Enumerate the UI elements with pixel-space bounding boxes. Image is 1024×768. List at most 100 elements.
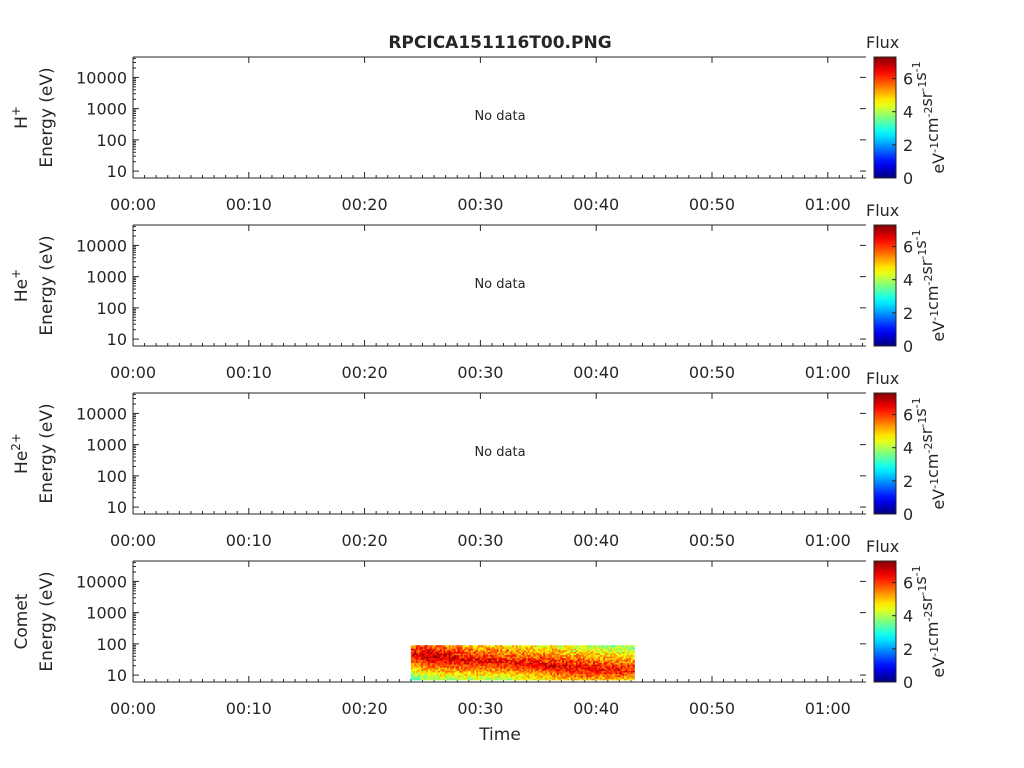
spectrogram-cell bbox=[471, 670, 474, 673]
spectrogram-cell bbox=[548, 657, 551, 660]
spectrogram-cell bbox=[422, 657, 426, 660]
spectrogram-cell bbox=[546, 678, 549, 681]
spectrogram-cell bbox=[438, 661, 441, 663]
spectrogram-cell bbox=[419, 648, 422, 651]
spectrogram-cell bbox=[572, 678, 575, 681]
spectrogram-cell bbox=[618, 656, 622, 659]
spectrogram-cell bbox=[545, 676, 548, 679]
spectrogram-cell bbox=[433, 670, 436, 673]
spectrogram-cell bbox=[496, 668, 499, 671]
spectrogram-cell bbox=[491, 657, 494, 660]
spectrogram-cell bbox=[612, 654, 615, 657]
spectrogram-cell bbox=[606, 668, 610, 671]
spectrogram-cell bbox=[436, 664, 439, 667]
spectrogram-cell bbox=[546, 672, 549, 675]
spectrogram-cell bbox=[630, 676, 634, 679]
spectrogram-cell bbox=[546, 654, 549, 657]
spectrogram-cell bbox=[593, 646, 596, 649]
spectrogram-cell bbox=[589, 665, 592, 668]
spectrogram-cell bbox=[532, 653, 536, 656]
spectrogram-cell bbox=[414, 646, 417, 649]
spectrogram-cell bbox=[536, 651, 539, 654]
spectrogram-cell bbox=[526, 649, 529, 652]
spectrogram-cell bbox=[527, 670, 530, 673]
spectrogram-cell bbox=[429, 657, 432, 660]
spectrogram-cell bbox=[419, 651, 422, 654]
spectrogram-cell bbox=[584, 656, 587, 659]
spectrogram-cell bbox=[434, 657, 438, 660]
spectrogram-cell bbox=[562, 673, 565, 676]
spectrogram-cell bbox=[464, 661, 467, 663]
spectrogram-cell bbox=[543, 678, 546, 681]
spectrogram-cell bbox=[612, 662, 615, 665]
spectrogram-cell bbox=[596, 675, 599, 678]
spectrogram-cell bbox=[498, 653, 501, 656]
spectrogram-cell bbox=[548, 656, 551, 659]
spectrogram-cell bbox=[483, 667, 486, 670]
spectrogram-cell bbox=[477, 673, 481, 676]
spectrogram-cell bbox=[562, 667, 565, 670]
spectrogram-cell bbox=[443, 662, 446, 665]
spectrogram-cell bbox=[581, 676, 584, 679]
spectrogram-cell bbox=[630, 645, 634, 648]
spectrogram-cell bbox=[622, 665, 625, 668]
spectrogram-cell bbox=[553, 645, 556, 648]
spectrogram-cell bbox=[503, 668, 506, 671]
spectrogram-cell bbox=[457, 661, 460, 663]
spectrogram-cell bbox=[419, 675, 422, 678]
spectrogram-cell bbox=[469, 670, 472, 673]
colorbar-tick-label: 6 bbox=[903, 574, 913, 593]
spectrogram-cell bbox=[474, 651, 477, 654]
spectrogram-cell bbox=[587, 668, 591, 671]
spectrogram-cell bbox=[538, 670, 541, 673]
spectrogram-cell bbox=[520, 678, 524, 681]
spectrogram-cell bbox=[459, 668, 462, 671]
spectrogram-cell bbox=[448, 664, 451, 667]
spectrogram-cell bbox=[593, 659, 596, 662]
spectrogram-cell bbox=[505, 646, 508, 649]
spectrogram-cell bbox=[469, 673, 472, 676]
spectrogram-cell bbox=[617, 667, 620, 670]
spectrogram-cell bbox=[493, 675, 496, 678]
spectrogram-cell bbox=[600, 656, 603, 659]
spectrogram-cell bbox=[514, 661, 517, 663]
spectrogram-cell bbox=[443, 668, 446, 671]
spectrogram-cell bbox=[453, 675, 457, 678]
spectrogram-cell bbox=[493, 645, 496, 648]
spectrogram-cell bbox=[586, 673, 589, 676]
spectrogram-cell bbox=[594, 648, 597, 651]
spectrogram-cell bbox=[531, 651, 534, 654]
spectrogram-cell bbox=[577, 672, 580, 675]
spectrogram-cell bbox=[476, 649, 479, 652]
spectrogram-cell bbox=[532, 648, 536, 651]
spectrogram-cell bbox=[457, 659, 460, 662]
spectrogram-cell bbox=[620, 662, 623, 665]
spectrogram-cell bbox=[469, 665, 472, 668]
spectrogram-cell bbox=[594, 664, 597, 667]
spectrogram-cell bbox=[419, 668, 422, 671]
spectrogram-cell bbox=[589, 657, 592, 660]
spectrogram-cell bbox=[488, 676, 491, 679]
spectrogram-cell bbox=[514, 656, 517, 659]
spectrogram-cell bbox=[584, 651, 587, 654]
spectrogram-cell bbox=[412, 653, 415, 656]
spectrogram-cell bbox=[434, 670, 438, 673]
spectrogram-cell bbox=[577, 665, 580, 668]
spectrogram-cell bbox=[593, 656, 596, 659]
spectrogram-cell bbox=[538, 665, 541, 668]
spectrogram-cell bbox=[453, 648, 457, 651]
spectrogram-cell bbox=[517, 659, 520, 662]
spectrogram-cell bbox=[467, 657, 470, 660]
spectrogram-cell bbox=[524, 675, 527, 678]
spectrogram-cell bbox=[448, 675, 451, 678]
spectrogram-cell bbox=[622, 645, 625, 648]
spectrogram-cell bbox=[575, 664, 579, 667]
spectrogram-cell bbox=[474, 653, 477, 656]
spectrogram-cell bbox=[434, 665, 438, 668]
spectrogram-cell bbox=[459, 645, 462, 648]
spectrogram-cell bbox=[476, 656, 479, 659]
spectrogram-cell bbox=[545, 653, 548, 656]
spectrogram-cell bbox=[586, 667, 589, 670]
spectrogram-cell bbox=[526, 678, 529, 681]
spectrogram-cell bbox=[620, 676, 623, 679]
